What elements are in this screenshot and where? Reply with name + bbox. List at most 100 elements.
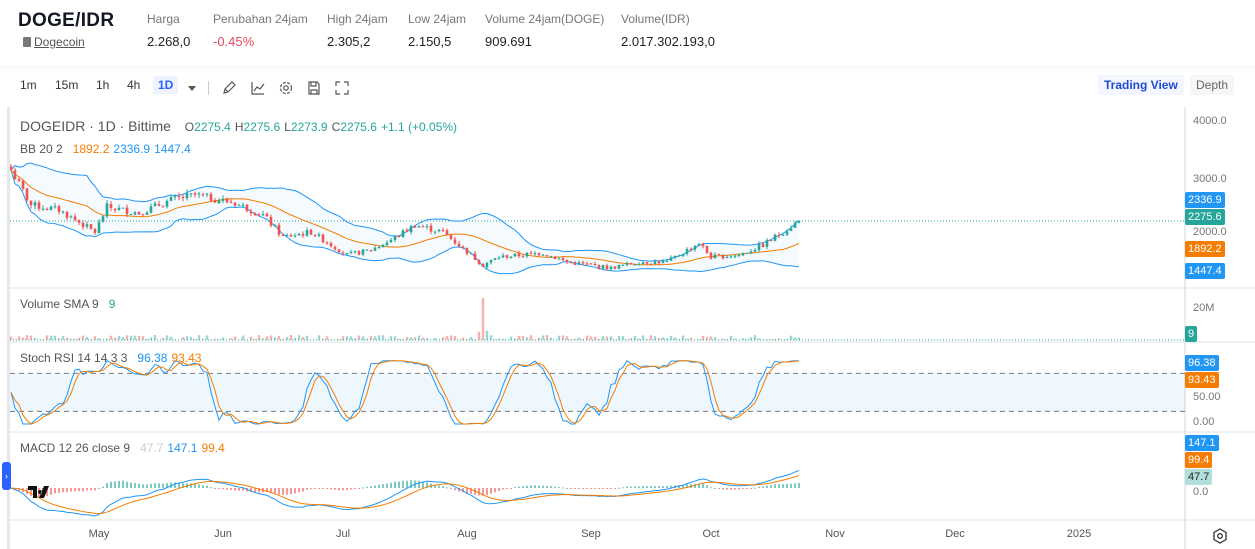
candle-body [553,256,557,260]
bb-upper-badge: 2336.9 [1185,192,1225,208]
candle-body [613,266,617,269]
volume-value: 9 [108,297,116,311]
volume-bar [285,337,289,340]
candle-body [705,246,709,253]
candle-body [561,258,565,261]
volume-bar [17,336,21,340]
macd-histogram-bar [658,486,660,488]
volume-bar [233,336,237,340]
volume-bar [497,338,501,340]
candle-body [237,204,241,206]
candle-body [589,263,593,265]
candle-body [701,243,705,247]
volume-legend[interactable]: Volume SMA 9 9 [20,297,119,311]
bb-legend[interactable]: BB 20 2 1892.2 2336.9 1447.4 [20,142,195,156]
interval-1h[interactable]: 1h [96,78,110,92]
ohlc-values: O2275.4 H2275.6 L2273.9 C2275.6 +1.1 (+0.05%… [179,120,461,134]
interval-4h[interactable]: 4h [127,78,141,92]
pencil-icon[interactable] [221,80,237,96]
candle-body [325,242,329,244]
settings-icon[interactable] [1211,527,1229,545]
volume-bar [33,337,37,340]
candle-body [753,250,757,252]
candle-body [117,207,121,210]
macd-legend[interactable]: MACD 12 26 close 9 47.7 147.1 99.4 [20,441,229,455]
interval-15m[interactable]: 15m [55,78,79,92]
macd-histogram-bar [774,484,776,488]
save-icon[interactable] [306,80,322,96]
volume-bar [621,336,625,340]
depth-tab[interactable]: Depth [1190,75,1235,95]
candle-body [265,213,269,217]
bb-upper: 2336.9 [113,142,151,156]
macd-histogram-bar [214,488,216,489]
time-axis-label: Jun [214,528,232,540]
candle-body [13,170,17,180]
candle-body [673,256,677,258]
volume-bar [417,335,421,340]
volume-bar [597,338,601,340]
macd-histogram-bar [574,488,576,489]
volume-bar [377,335,381,340]
volume-bar [585,335,589,340]
candle-body [413,226,417,228]
volume-bar [69,338,73,340]
gear-icon[interactable] [278,80,294,96]
volume-bar [705,337,709,340]
macd-histogram-bar [754,487,756,489]
volume-bar [669,335,673,340]
candle-body [629,262,633,265]
candle-body [21,180,25,189]
macd-histogram-bar [162,483,164,488]
volume-bar [149,337,153,340]
candle-body [777,234,781,236]
candle-body [241,204,245,206]
expand-sidebar-button[interactable]: › [2,462,11,490]
macd-histogram-bar [118,480,120,488]
candle-body [317,234,321,236]
fullscreen-icon[interactable] [334,80,350,96]
volume-bar [217,339,221,340]
macd-histogram-bar [298,488,300,493]
volume-badge: 9 [1185,326,1198,342]
trading-view-tab[interactable]: Trading View [1098,75,1184,95]
left-scrollbar[interactable] [7,107,10,549]
volume-bar [733,338,737,340]
indicators-icon[interactable] [250,80,266,96]
candle-body [453,239,457,244]
volume-bar [49,335,53,340]
close-label: C [331,120,341,134]
candle-body [169,196,173,201]
macd-histogram-bar [354,488,356,489]
candle-body [149,206,153,213]
coin-icon [23,37,31,47]
volume-bar [185,336,189,340]
interval-1d[interactable]: 1D [153,76,179,94]
candle-body [121,207,125,209]
macd-histogram-bar [226,488,228,490]
stat-label: High 24jam [327,12,388,26]
volume-bar [461,337,465,340]
volume-bar [633,336,637,340]
stoch-axis-label: 50.00 [1193,391,1221,403]
candle-body [465,247,469,254]
volume-bar [265,336,269,340]
stoch-legend[interactable]: Stoch RSI 14 14 3 3 96.38 93.43 [20,351,205,365]
candle-body [273,225,277,227]
macd-histogram-bar [662,486,664,488]
interval-1m[interactable]: 1m [20,78,37,92]
candle-body [773,234,777,241]
chevron-down-icon[interactable] [184,80,200,96]
candle-body [725,256,729,259]
coin-name[interactable]: Dogecoin [34,35,85,49]
coin-link[interactable]: Dogecoin [23,35,85,49]
macd-histogram-bar [526,485,528,488]
macd-histogram-bar [710,487,712,489]
candle-body [665,260,669,262]
macd-line [10,469,800,517]
volume-bar [9,336,13,340]
volume-bar [673,337,677,340]
macd-histogram-bar [726,488,728,490]
candle-body [521,256,525,258]
